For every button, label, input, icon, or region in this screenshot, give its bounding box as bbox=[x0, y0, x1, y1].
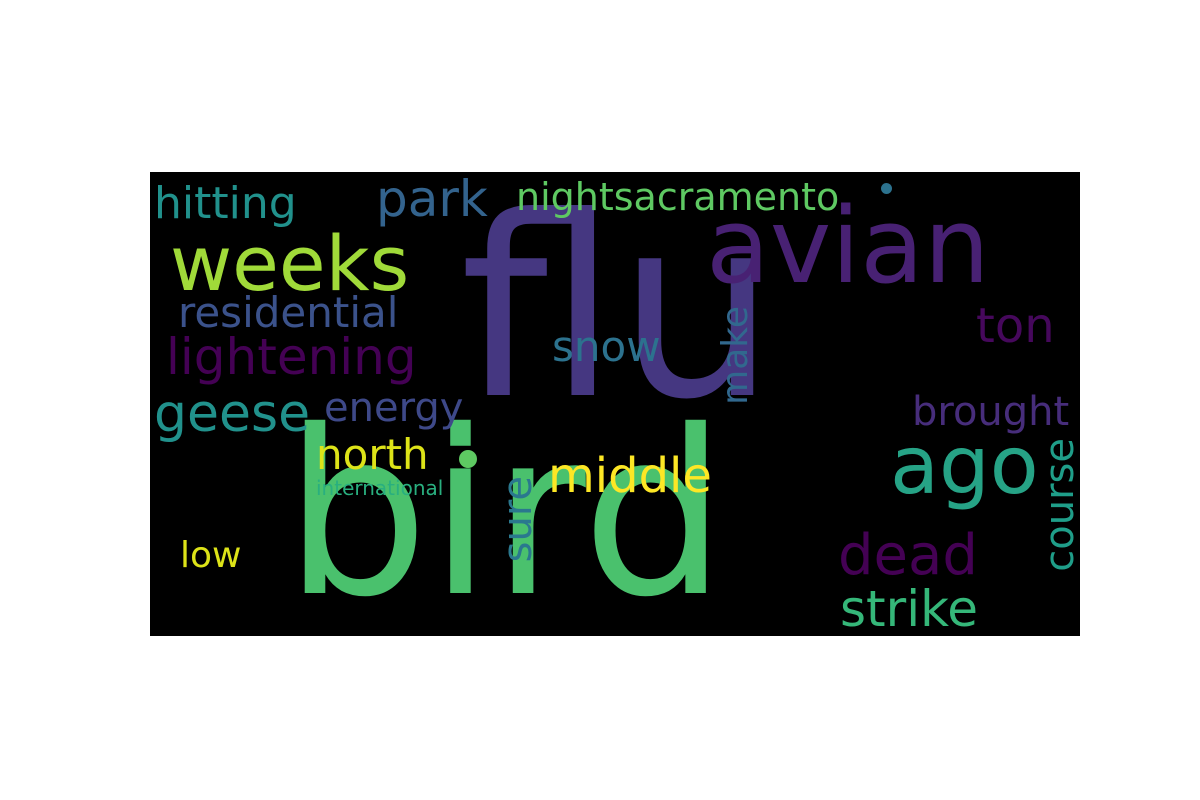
word-residential: residential bbox=[178, 288, 399, 337]
word-park: park bbox=[376, 172, 488, 228]
word-dead: dead bbox=[838, 523, 978, 588]
cloud-dot bbox=[881, 183, 892, 194]
word-lightening: lightening bbox=[166, 328, 417, 386]
word-nightsacramento: nightsacramento bbox=[516, 175, 840, 219]
word-north: north bbox=[316, 430, 429, 479]
word-middle: middle bbox=[548, 448, 712, 504]
word-ago: ago bbox=[890, 419, 1039, 512]
word-bird: bird bbox=[284, 381, 727, 636]
word-sure: sure bbox=[495, 476, 541, 563]
word-strike: strike bbox=[840, 580, 979, 636]
i-dot bbox=[459, 450, 477, 468]
word-snow: snow bbox=[552, 322, 661, 371]
word-cloud-canvas: flu bird avian weeks park hitting nights… bbox=[150, 172, 1080, 636]
word-avian: avian bbox=[706, 185, 990, 307]
word-weeks: weeks bbox=[170, 219, 410, 308]
word-low: low bbox=[180, 535, 242, 576]
word-geese: geese bbox=[154, 384, 311, 444]
word-make: make bbox=[715, 306, 756, 405]
word-flu: flu bbox=[460, 172, 776, 454]
word-ton: ton bbox=[976, 298, 1055, 354]
word-energy: energy bbox=[324, 385, 464, 431]
word-course: course bbox=[1037, 438, 1080, 572]
word-brought: brought bbox=[912, 389, 1070, 435]
word-international: international bbox=[316, 476, 444, 500]
word-hitting: hitting bbox=[154, 178, 297, 229]
